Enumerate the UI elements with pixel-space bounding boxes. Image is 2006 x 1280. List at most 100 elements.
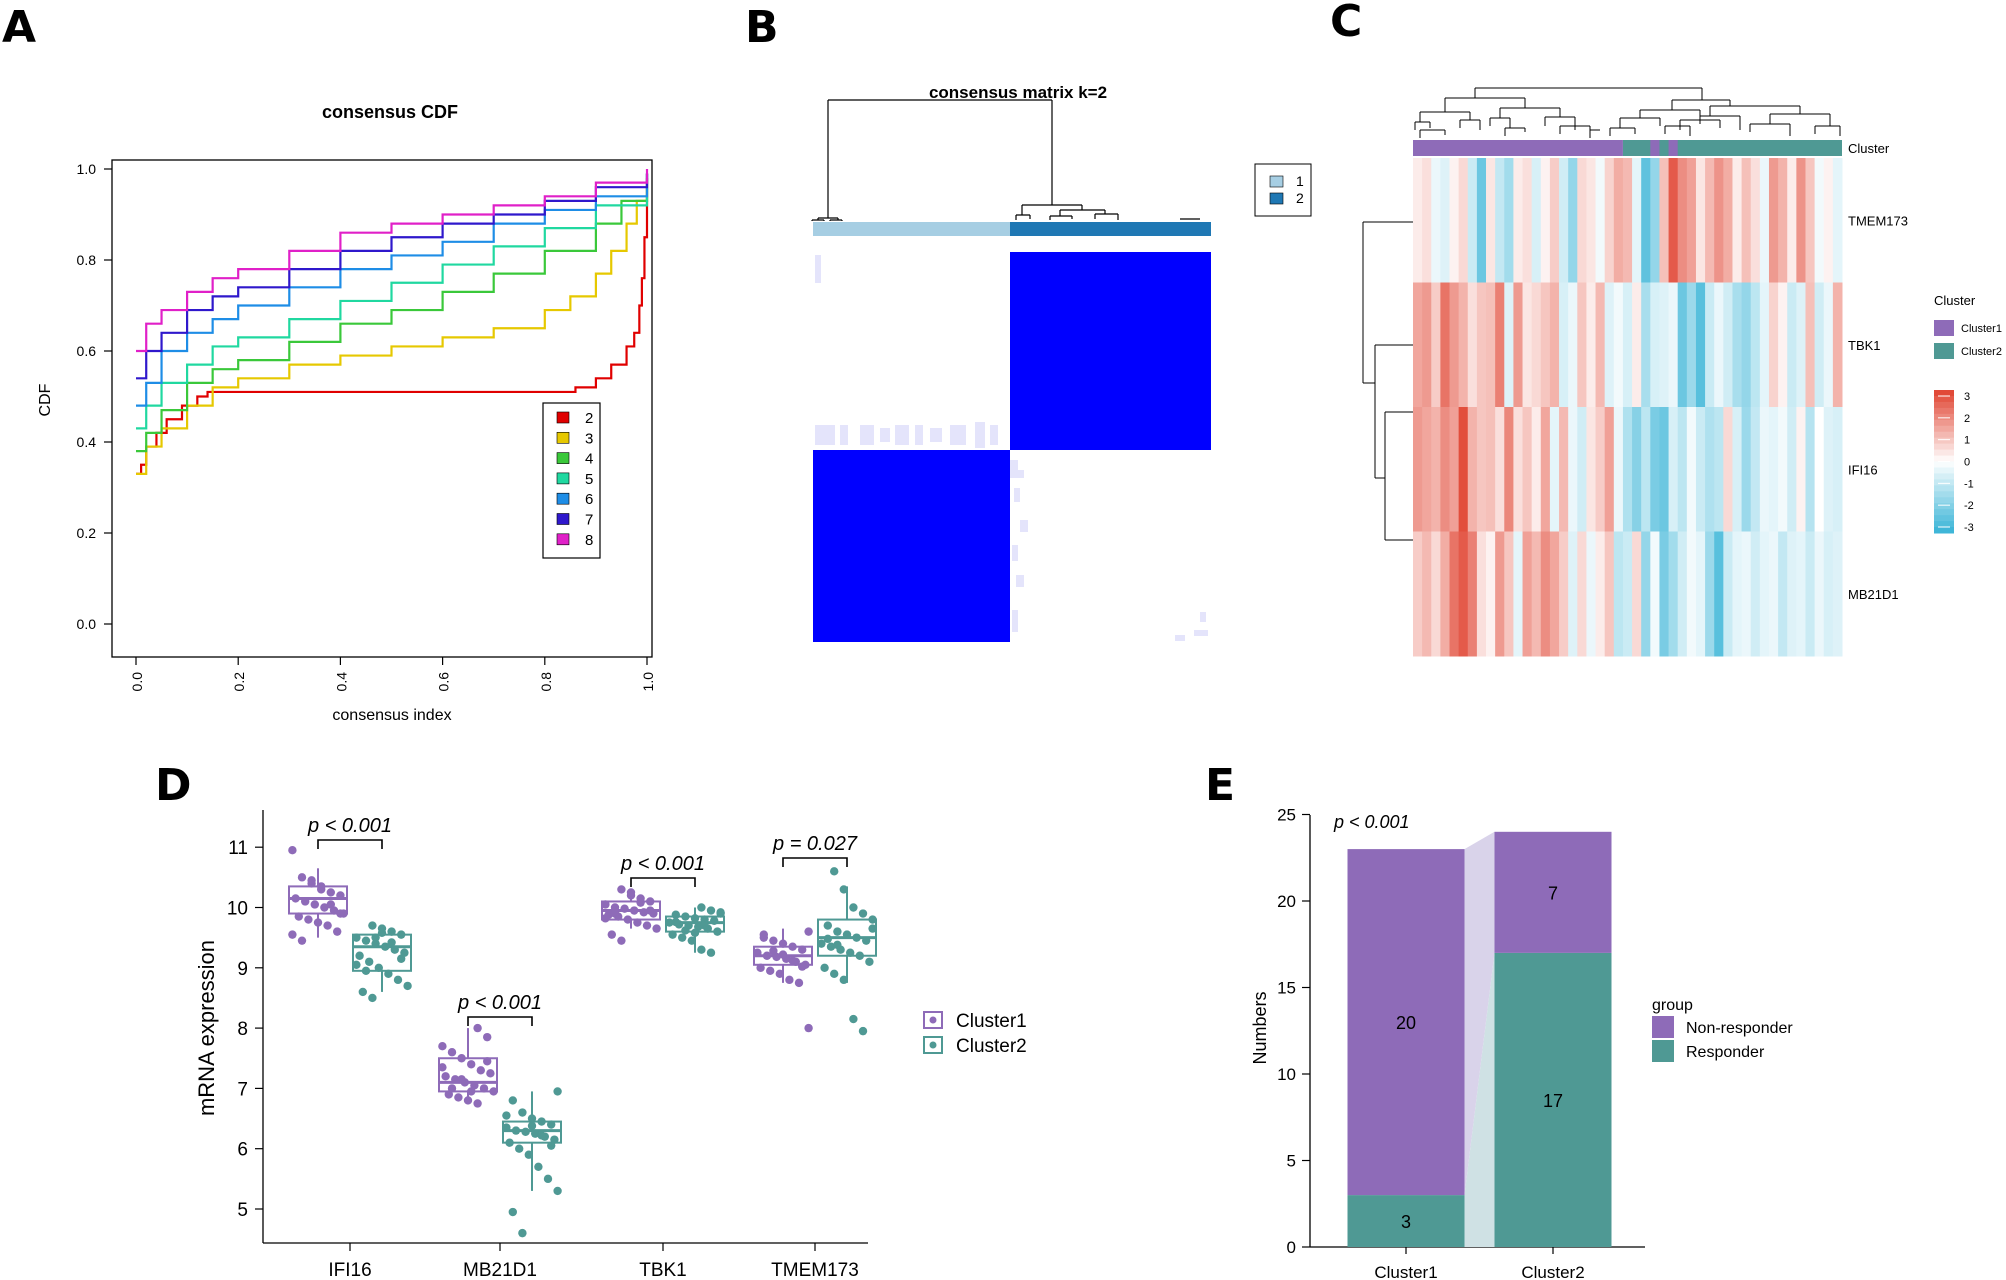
boxplot-point: [333, 927, 342, 936]
heatmap-cell: [1805, 531, 1816, 657]
heatmap-cell: [1814, 407, 1825, 532]
boxplot-point: [833, 927, 842, 936]
heatmap-cell: [1577, 531, 1587, 657]
heatmap-cell: [1440, 407, 1451, 532]
matrix-cell-low: [975, 422, 985, 448]
heatmap-cell: [1741, 407, 1752, 532]
heatmap-cell: [1805, 158, 1816, 283]
panel-e-stacked-bar: Numbers p < 0.001 0 5 10 15 20 25 3 20 17 7 Clus…: [1250, 806, 1793, 1280]
cdf-ylabel: CDF: [37, 383, 54, 416]
scale-tick-label: -1: [1964, 478, 1974, 490]
heatmap-cell: [1778, 158, 1788, 283]
boxplot-point: [483, 1057, 492, 1066]
heatmap-cell: [1695, 158, 1706, 283]
boxplot-point: [447, 1048, 457, 1057]
matrix-cell-low: [840, 425, 848, 445]
boxplot-point: [454, 1093, 463, 1102]
heatmap-legend-swatch-cluster2: [1934, 343, 1954, 359]
heatmap-cell: [1732, 158, 1743, 283]
boxplot-point: [646, 897, 655, 906]
heatmap-annotation-label: Cluster: [1848, 141, 1890, 156]
heatmap-cell: [1787, 531, 1797, 657]
heatmap-cell: [1741, 282, 1752, 408]
cdf-x-tick-label: 1.0: [640, 672, 656, 692]
heatmap-cell: [1422, 158, 1432, 283]
heatmap-cell: [1805, 407, 1816, 532]
boxplot-point: [534, 1162, 543, 1171]
boxplot-point: [798, 945, 807, 954]
boxplot-point: [633, 918, 642, 927]
boxplot-point: [297, 936, 307, 945]
heatmap-cell: [1695, 282, 1706, 408]
heatmap-cell: [1577, 407, 1587, 532]
boxplot-point: [518, 1108, 527, 1117]
heatmap-cell: [1440, 531, 1451, 657]
stacked-y-tick-label: 10: [1277, 1065, 1296, 1084]
boxplot-point: [320, 903, 329, 912]
boxplot-point: [823, 921, 832, 930]
heatmap-cell: [1814, 158, 1825, 283]
heatmap-cell: [1723, 282, 1733, 408]
boxplot-point: [865, 957, 874, 966]
heatmap-cell: [1549, 407, 1560, 532]
matrix-cell-low: [815, 425, 835, 445]
matrix-legend-label-1: 1: [1296, 173, 1304, 189]
scale-tick-label: 0: [1964, 457, 1970, 469]
boxplot-point: [681, 912, 690, 921]
heatmap-cell: [1686, 407, 1697, 532]
heatmap-cell: [1422, 531, 1432, 657]
heatmap-cluster-legend: Cluster Cluster1 Cluster2: [1934, 293, 2002, 359]
bar-label-non-responder: 20: [1396, 1013, 1416, 1033]
scale-segment: [1934, 485, 1954, 492]
boxplot-point: [486, 1069, 495, 1078]
scale-segment: [1934, 443, 1954, 451]
heatmap-cell: [1622, 158, 1633, 283]
matrix-block-cluster-1: [813, 450, 1010, 642]
stacked-y-ticks: 0 5 10 15 20 25: [1277, 806, 1310, 1257]
boxplot-point: [842, 930, 852, 939]
boxplot-point: [438, 1041, 447, 1051]
scale-segment: [1934, 419, 1954, 427]
cdf-y-tick-label: 0.0: [77, 616, 97, 632]
heatmap-cell: [1458, 158, 1469, 283]
heatmap-cell: [1723, 407, 1733, 532]
boxplot-legend-key-dot: [929, 1016, 937, 1024]
heatmap-cell: [1641, 158, 1651, 283]
stacked-y-tick-label: 20: [1277, 892, 1296, 911]
boxplot-point: [543, 1174, 553, 1184]
scale-segment: [1934, 390, 1954, 397]
heatmap-cell: [1540, 282, 1551, 408]
heatmap-row-label-tbk1: TBK1: [1848, 338, 1881, 353]
boxplot-point: [617, 885, 626, 894]
heatmap-cell: [1440, 158, 1451, 283]
cdf-legend-swatch-k6: [556, 492, 570, 505]
boxplot-point: [785, 975, 794, 985]
cdf-legend-label-k5: 5: [585, 471, 593, 488]
boxplot-point: [862, 936, 871, 945]
heatmap-cell: [1467, 407, 1478, 532]
boxplot-point: [753, 948, 762, 957]
heatmap-cell: [1796, 531, 1806, 657]
heatmap-cell: [1595, 282, 1606, 408]
boxplot-point: [620, 904, 629, 913]
boxplot-point: [646, 906, 655, 915]
heatmap-cell: [1677, 531, 1688, 657]
heatmap-cell: [1641, 282, 1651, 408]
boxplot-point: [858, 1026, 868, 1036]
boxplot-point: [304, 915, 313, 924]
heatmap-cell: [1759, 531, 1770, 657]
annotation-cluster1-mixed: [1668, 140, 1678, 156]
cdf-y-tick-label: 0.4: [77, 434, 97, 450]
boxplot-point: [547, 1141, 556, 1150]
heatmap-cell: [1732, 407, 1743, 532]
boxplot-point: [310, 900, 319, 909]
heatmap-cell: [1486, 282, 1496, 408]
heatmap-cell: [1522, 407, 1533, 532]
stacked-legend-swatch-non-responder: [1652, 1016, 1674, 1038]
heatmap-cell: [1604, 407, 1615, 532]
heatmap-cell: [1413, 531, 1423, 657]
matrix-legend-swatch-2: [1269, 192, 1284, 205]
cdf-series: [136, 169, 649, 475]
boxplot-point: [537, 1131, 546, 1140]
matrix-cell-low: [1175, 635, 1185, 641]
